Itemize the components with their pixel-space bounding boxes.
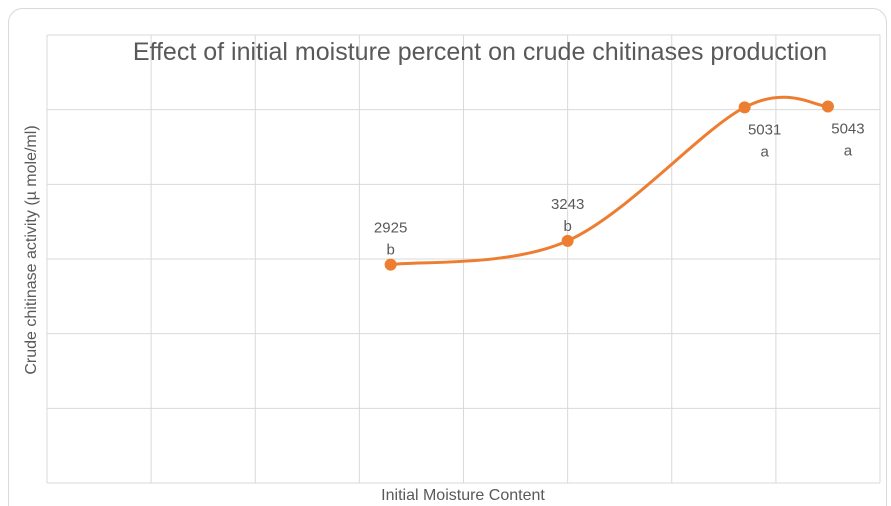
data-label: 5031 (748, 121, 781, 138)
x-axis-label: Initial Moisture Content (381, 487, 545, 504)
chart-frame (8, 8, 887, 506)
significance-letter: b (386, 242, 394, 259)
data-label: 3243 (551, 196, 584, 213)
y-axis-label: Crude chitinase activity (µ mole/ml) (23, 125, 40, 374)
significance-letter: a (760, 143, 769, 160)
significance-letter: b (563, 218, 571, 235)
chart-title: Effect of initial moisture percent on cr… (132, 38, 828, 66)
series-line (390, 95, 829, 267)
data-point (561, 234, 574, 247)
significance-letter: a (844, 142, 853, 159)
data-point (821, 100, 834, 113)
data-point (384, 258, 397, 271)
data-label: 5043 (831, 120, 864, 137)
data-label: 2925 (374, 220, 407, 237)
data-point (738, 101, 751, 114)
